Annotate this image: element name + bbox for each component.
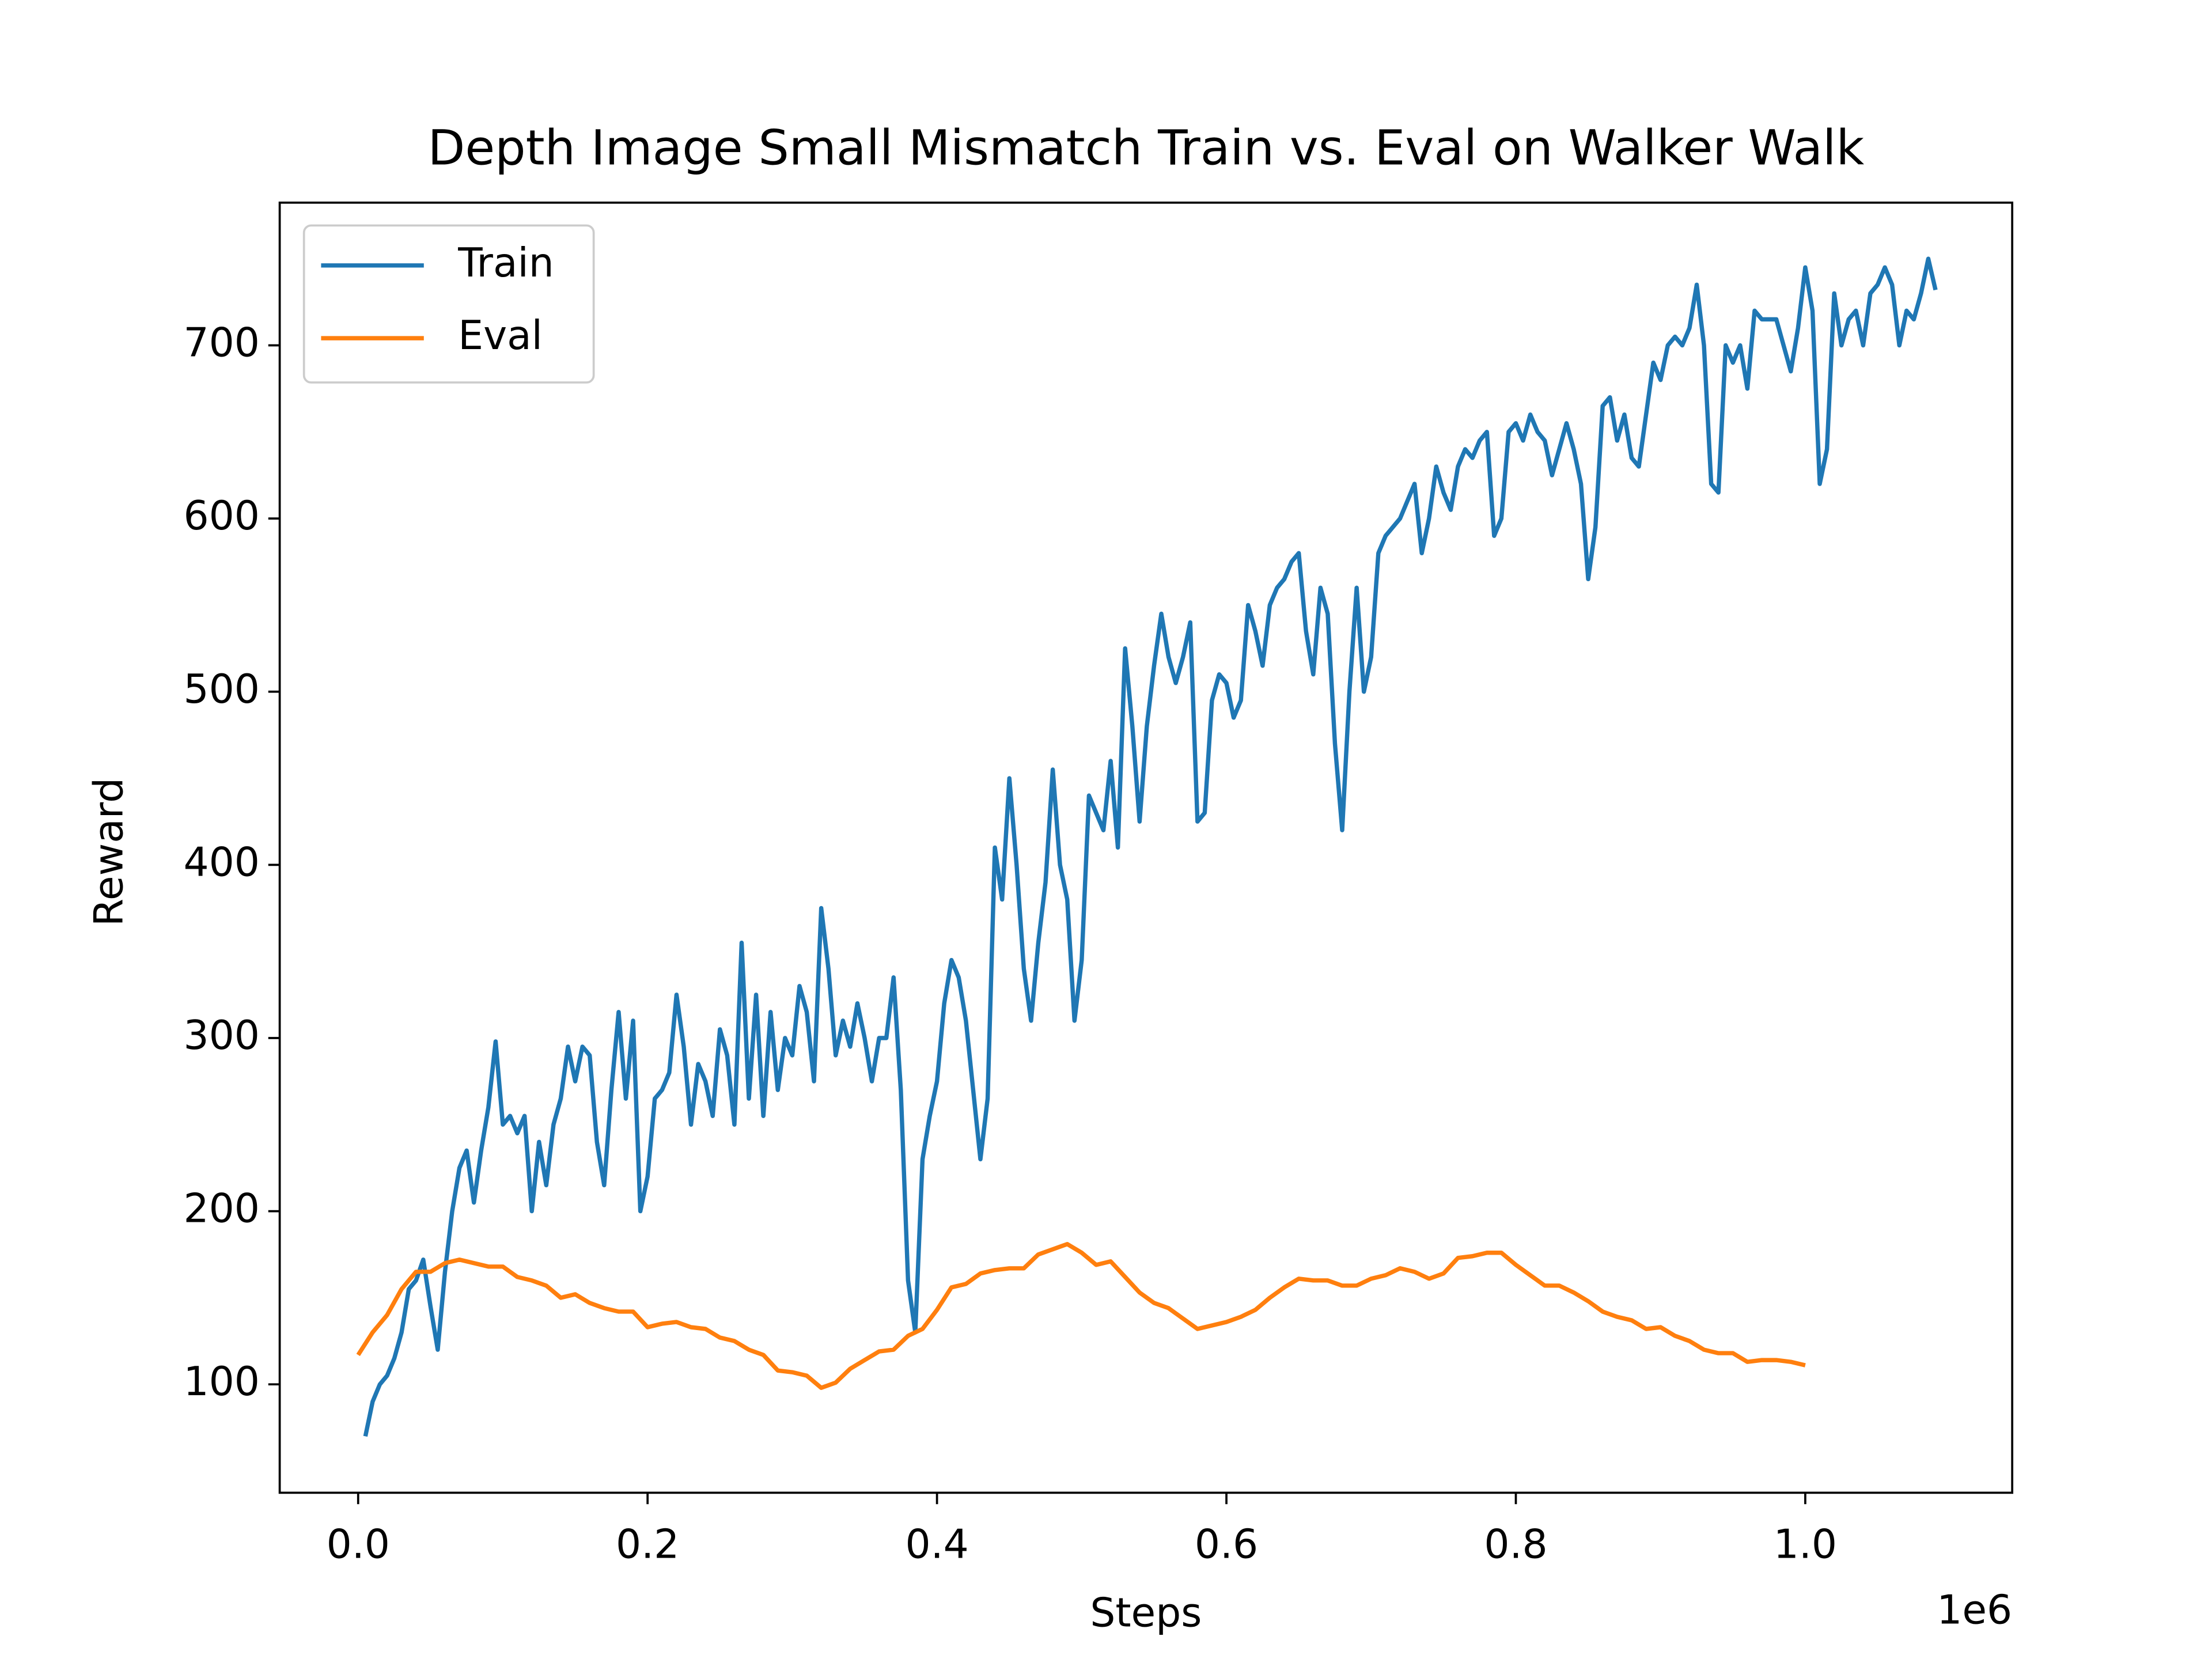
y-tick-label: 700 (183, 320, 259, 366)
x-offset-label: 1e6 (1937, 1588, 2012, 1634)
y-tick-label: 300 (183, 1013, 259, 1059)
y-tick-label: 500 (183, 666, 259, 713)
x-tick-label: 0.6 (1195, 1522, 1258, 1568)
y-tick-label: 100 (183, 1359, 259, 1405)
x-tick-label: 0.0 (327, 1522, 390, 1568)
x-tick-label: 1.0 (1774, 1522, 1837, 1568)
x-tick-label: 0.2 (616, 1522, 679, 1568)
y-tick-label: 400 (183, 839, 259, 885)
series-line (356, 1241, 1806, 1390)
x-axis-label: Steps (1090, 1590, 1202, 1636)
series-line (363, 256, 1938, 1437)
x-tick-label: 0.8 (1484, 1522, 1547, 1568)
chart-title: Depth Image Small Mismatch Train vs. Eva… (428, 120, 1865, 176)
y-tick-label: 600 (183, 493, 259, 539)
legend-label: Train (457, 240, 554, 286)
y-axis-label: Reward (86, 778, 132, 926)
x-tick-label: 0.4 (905, 1522, 968, 1568)
y-tick-label: 200 (183, 1186, 259, 1232)
legend-label: Eval (458, 313, 543, 359)
plot-frame (278, 201, 2014, 1494)
